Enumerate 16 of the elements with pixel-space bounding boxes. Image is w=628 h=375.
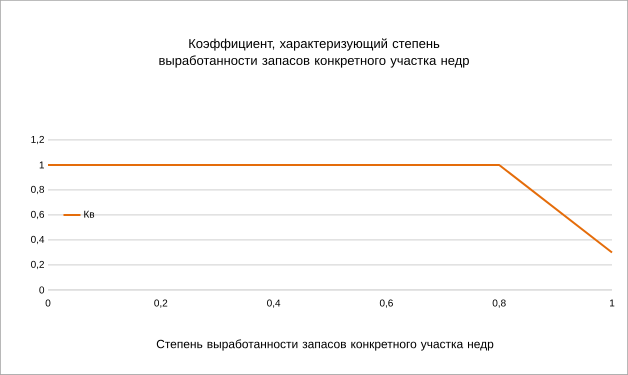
y-tick-label: 1,2 bbox=[31, 136, 44, 144]
y-tick-label: 0,8 bbox=[31, 186, 44, 194]
y-tick-label: 0,2 bbox=[31, 260, 44, 270]
legend-label: Кв bbox=[84, 210, 94, 218]
x-tick-label: 1 bbox=[610, 300, 614, 306]
x-axis-title: Степень выработанности запасов конкретного участка недр bbox=[156, 339, 494, 351]
x-tick-label: 0,8 bbox=[492, 300, 506, 308]
x-tick-label: 0,6 bbox=[380, 300, 393, 308]
y-tick-label: 0,6 bbox=[31, 210, 44, 220]
y-tick-label: 0,4 bbox=[31, 236, 44, 244]
x-tick-label: 0,2 bbox=[154, 300, 168, 308]
y-tick-label: 1 bbox=[40, 162, 44, 168]
chart-title: Коэффициент, характеризующий степень выработанности запасов конкретного участка недр bbox=[159, 38, 469, 68]
y-tick-label: 0 bbox=[39, 286, 44, 294]
x-tick-label: 0,4 bbox=[267, 300, 280, 308]
x-tick-label: 0 bbox=[46, 300, 50, 307]
